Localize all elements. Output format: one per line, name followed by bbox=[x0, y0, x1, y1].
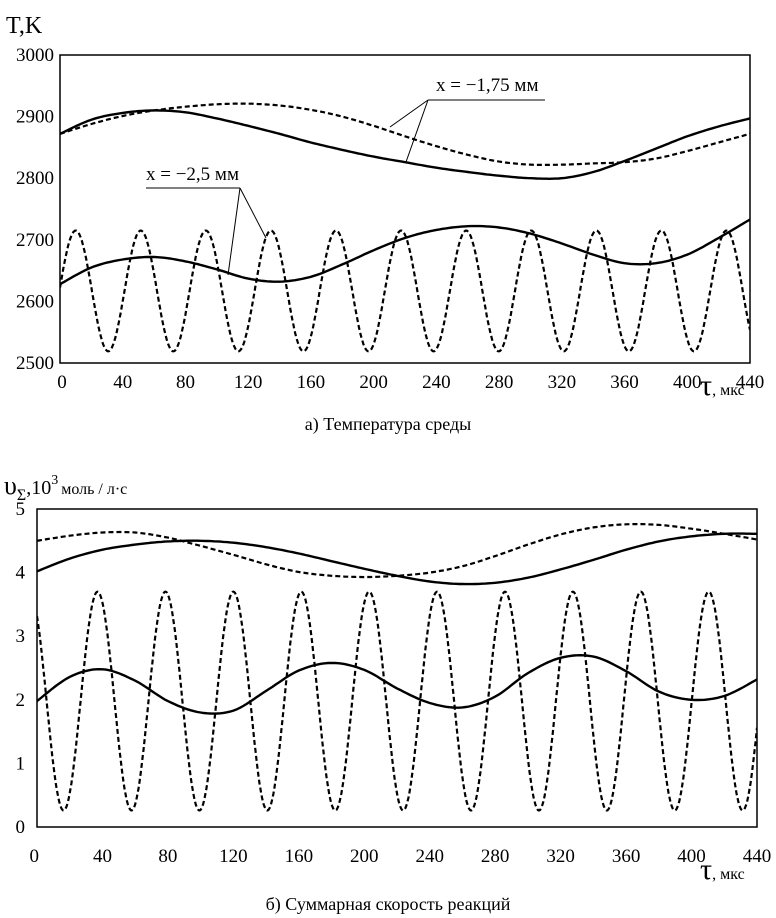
series-line-dashed-3 bbox=[37, 590, 757, 812]
x-axis-title-a: τ, мкс bbox=[700, 369, 745, 402]
x-tick-label: 0 bbox=[30, 846, 40, 867]
y-tick-label: 3 bbox=[16, 626, 26, 647]
plot-frame-a bbox=[59, 54, 751, 364]
x-axis-title-b: τ, мкс bbox=[700, 853, 745, 886]
x-tick-label: 280 bbox=[481, 846, 510, 867]
x-tick-label: 40 bbox=[93, 846, 112, 867]
annotation-x-25: x = −2,5 мм bbox=[146, 164, 267, 276]
x-tick-label: 200 bbox=[359, 372, 388, 393]
x-tick-label: 280 bbox=[485, 372, 514, 393]
y-tick-label: 2600 bbox=[16, 291, 54, 312]
x-tick-labels-b: 0 40 80 120 160 200 240 280 320 360 400 440 bbox=[30, 846, 772, 867]
plot-frame-b bbox=[36, 508, 758, 828]
leader-line-x-25-dashed bbox=[239, 187, 267, 239]
x-tick-labels-a: 0 40 80 120 160 200 240 280 320 360 400 440 bbox=[57, 372, 764, 393]
series-line-solid-2 bbox=[37, 653, 757, 715]
series-group-a bbox=[60, 102, 750, 353]
caption-a: а) Температура среды bbox=[305, 414, 471, 435]
y-tick-label: 0 bbox=[16, 817, 26, 838]
x-tick-label: 120 bbox=[219, 846, 248, 867]
leader-line-x-175-solid bbox=[405, 99, 429, 163]
x-tick-label: 160 bbox=[297, 372, 326, 393]
x-tick-label: 40 bbox=[113, 372, 132, 393]
x-tick-label: 440 bbox=[743, 846, 772, 867]
series-line-solid-2 bbox=[60, 218, 750, 286]
x-tick-label: 240 bbox=[422, 372, 451, 393]
series-line-solid-0 bbox=[37, 532, 757, 586]
y-tick-label: 1 bbox=[16, 753, 26, 774]
x-tick-label: 320 bbox=[546, 846, 575, 867]
series-line-solid-0 bbox=[60, 109, 750, 181]
x-tick-label: 440 bbox=[736, 372, 765, 393]
series-line-dashed-1 bbox=[60, 102, 750, 166]
y-tick-label: 2800 bbox=[16, 168, 54, 189]
x-tick-label: 120 bbox=[234, 372, 263, 393]
y-tick-label: 5 bbox=[16, 499, 26, 520]
x-tick-label: 360 bbox=[610, 372, 639, 393]
annotation-x-175: x = −1,75 мм bbox=[389, 75, 545, 163]
y-tick-labels-a: 2500 2600 2700 2800 2900 3000 bbox=[16, 45, 54, 374]
x-tick-label: 240 bbox=[415, 846, 444, 867]
x-tick-label: 320 bbox=[548, 372, 577, 393]
leader-line-x-175-dashed bbox=[389, 99, 429, 128]
series-group-b bbox=[37, 523, 757, 812]
y-tick-label: 4 bbox=[16, 563, 26, 584]
y-axis-title-b: υΣ,103моль / л·с bbox=[4, 471, 127, 504]
x-tick-label: 360 bbox=[612, 846, 641, 867]
x-tick-label: 80 bbox=[176, 372, 195, 393]
x-tick-label: 160 bbox=[285, 846, 314, 867]
x-tick-label: 80 bbox=[158, 846, 177, 867]
y-axis-title-a: T,K bbox=[6, 13, 43, 39]
x-tick-label: 200 bbox=[350, 846, 379, 867]
x-tick-label: 400 bbox=[673, 372, 702, 393]
annotation-label-x-25: x = −2,5 мм bbox=[146, 164, 239, 185]
y-tick-label: 2 bbox=[16, 690, 26, 711]
caption-b: б) Суммарная скорость реакций bbox=[266, 894, 511, 915]
x-tick-label: 0 bbox=[57, 372, 67, 393]
y-tick-label: 2700 bbox=[16, 230, 54, 251]
leader-line-x-25-solid bbox=[227, 187, 241, 276]
series-line-dashed-3 bbox=[60, 229, 750, 353]
chart-temperature: 2500 2600 2700 2800 2900 3000 0 40 80 120 160 200 2… bbox=[6, 13, 764, 435]
y-tick-label: 3000 bbox=[16, 45, 54, 66]
y-tick-label: 2500 bbox=[16, 353, 54, 374]
series-line-dashed-1 bbox=[37, 523, 757, 579]
annotation-label-x-175: x = −1,75 мм bbox=[436, 75, 538, 96]
y-tick-label: 2900 bbox=[16, 107, 54, 128]
x-tick-label: 400 bbox=[677, 846, 706, 867]
y-tick-labels-b: 0 1 2 3 4 5 bbox=[16, 499, 26, 838]
